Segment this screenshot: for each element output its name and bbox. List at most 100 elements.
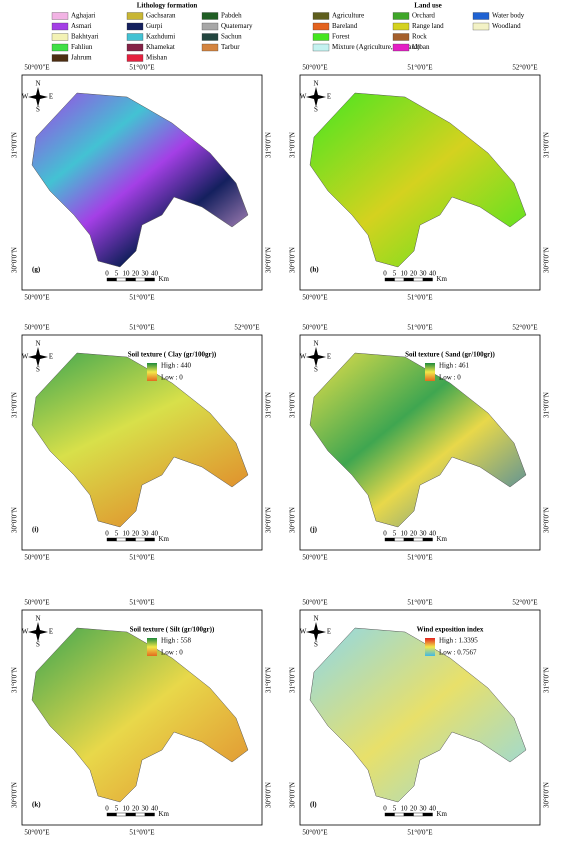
scale-segment xyxy=(135,277,146,282)
legend-label: Jahrum xyxy=(71,54,92,62)
legend-title: Land use xyxy=(414,2,441,10)
scale-label: 0 xyxy=(105,805,109,813)
left-coordinate: 31°0'0"N xyxy=(11,667,19,693)
scale-segment xyxy=(106,277,117,282)
legend-high: High : 461 xyxy=(439,362,469,370)
compass-n: N xyxy=(35,615,40,623)
right-coordinate: 31°0'0"N xyxy=(543,392,551,418)
legend-label: Kazhdumi xyxy=(146,33,175,41)
scale-label: 10 xyxy=(401,530,409,538)
legend-swatch xyxy=(312,22,330,31)
left-coordinate: 30°0'0"N xyxy=(289,507,297,533)
scale-unit: Km xyxy=(159,810,170,818)
panel-label: (l) xyxy=(310,801,317,809)
scale-label: 40 xyxy=(429,270,437,278)
scale-label: 10 xyxy=(123,805,131,813)
scale-segment xyxy=(135,537,146,542)
scale-segment xyxy=(403,537,414,542)
legend-label: Orchard xyxy=(412,12,435,20)
compass-s: S xyxy=(314,641,318,649)
scale-label: 20 xyxy=(410,270,418,278)
legend-swatch xyxy=(392,12,410,20)
legend-label: Rock xyxy=(412,33,427,41)
north-arrow: N S E W xyxy=(300,340,331,374)
legend-label: Asmari xyxy=(71,22,92,30)
bottom-coordinate: 51°0'0"E xyxy=(407,829,432,837)
scale-label: 40 xyxy=(151,270,159,278)
scale-label: 5 xyxy=(115,270,119,278)
left-coordinate: 31°0'0"N xyxy=(11,132,19,158)
scale-unit: Km xyxy=(437,275,448,283)
right-coordinate: 31°0'0"N xyxy=(265,667,273,693)
legend-label: Mixture (Agriculture, Orchard) xyxy=(332,43,420,51)
scale-segment xyxy=(106,812,117,817)
top-coordinate: 50°0'0"E xyxy=(302,64,327,72)
legend-label: Range land xyxy=(412,22,444,30)
legend-swatch xyxy=(201,12,219,20)
left-coordinate: 31°0'0"N xyxy=(11,392,19,418)
color-ramp xyxy=(425,638,435,656)
legend-high: High : 558 xyxy=(161,637,191,645)
left-coordinate: 30°0'0"N xyxy=(289,247,297,273)
legend-swatch xyxy=(51,12,69,20)
scale-segment xyxy=(144,812,155,817)
compass-star xyxy=(306,347,326,367)
scale-unit: Km xyxy=(159,535,170,543)
scale-segment xyxy=(413,277,424,282)
compass-e: E xyxy=(49,628,53,636)
right-coordinate: 30°0'0"N xyxy=(265,507,273,533)
color-ramp xyxy=(425,363,435,381)
map-panel: 50°0'0"E 51°0'0"E 52°0'0"E 50°0'0"E 51°0'0"E… xyxy=(289,599,551,837)
top-coordinate: 50°0'0"E xyxy=(302,599,327,607)
panel-label: (j) xyxy=(310,526,318,534)
compass-w: W xyxy=(22,93,29,101)
top-coordinate: 50°0'0"E xyxy=(24,599,49,607)
legend-swatch xyxy=(201,22,219,31)
top-coordinate: 52°0'0"E xyxy=(512,64,537,72)
compass-e: E xyxy=(327,93,331,101)
compass-w: W xyxy=(22,353,29,361)
panel-label: (i) xyxy=(32,526,39,534)
legend-label: Quaternary xyxy=(221,22,253,30)
scale-segment xyxy=(125,812,136,817)
legend-swatch xyxy=(51,54,69,62)
bottom-coordinate: 50°0'0"E xyxy=(302,829,327,837)
scale-segment xyxy=(125,277,136,282)
legend-swatch xyxy=(126,12,144,20)
left-coordinate: 31°0'0"N xyxy=(289,667,297,693)
scale-label: 10 xyxy=(123,530,131,538)
legend-label: Gurpi xyxy=(146,22,162,30)
legend-label: Water body xyxy=(492,12,525,20)
legend-label: Pabdeh xyxy=(221,12,242,20)
scale-segment xyxy=(106,537,117,542)
top-coordinate: 50°0'0"E xyxy=(302,324,327,332)
scale-segment xyxy=(384,537,395,542)
color-ramp xyxy=(147,638,157,656)
scale-segment xyxy=(413,537,424,542)
legend-label: Mishan xyxy=(146,54,168,62)
legend-swatch xyxy=(201,33,219,41)
panel-label: (k) xyxy=(32,801,41,809)
compass-s: S xyxy=(36,106,40,114)
legend-label: Fahliun xyxy=(71,43,93,51)
legend-high: High : 440 xyxy=(161,362,191,370)
bottom-coordinate: 51°0'0"E xyxy=(407,554,432,562)
top-coordinate: 50°0'0"E xyxy=(24,324,49,332)
top-coordinate: 50°0'0"E xyxy=(24,64,49,72)
scale-label: 0 xyxy=(383,530,387,538)
scale-label: 30 xyxy=(142,530,150,538)
panel-label: (g) xyxy=(32,266,41,274)
scale-label: 20 xyxy=(132,805,140,813)
right-coordinate: 30°0'0"N xyxy=(543,247,551,273)
right-coordinate: 30°0'0"N xyxy=(265,782,273,808)
bottom-coordinate: 50°0'0"E xyxy=(24,294,49,302)
legend-label: Urban xyxy=(412,43,430,51)
scale-segment xyxy=(135,812,146,817)
compass-e: E xyxy=(49,353,53,361)
left-coordinate: 30°0'0"N xyxy=(11,507,19,533)
scale-segment xyxy=(394,812,405,817)
map-legend-title: Soil texture ( Clay (gr/100gr)) xyxy=(128,351,217,359)
legend-swatch xyxy=(126,54,144,62)
scale-label: 5 xyxy=(115,530,119,538)
